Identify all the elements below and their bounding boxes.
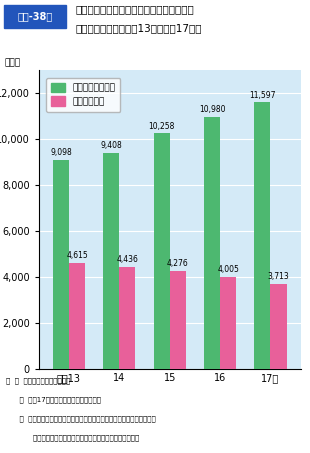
Text: ２  平成17年の数値は，速報値である。: ２ 平成17年の数値は，速報値である。 <box>6 397 101 403</box>
Bar <box>53 160 69 369</box>
Bar <box>103 153 119 369</box>
Text: 11,597: 11,597 <box>249 91 276 100</box>
Text: 第１-38図: 第１-38図 <box>17 11 53 21</box>
Text: 9,098: 9,098 <box>50 148 72 157</box>
Text: 4,276: 4,276 <box>167 259 189 268</box>
Bar <box>170 271 186 369</box>
Text: 3,713: 3,713 <box>268 272 290 281</box>
Legend: 交通通常訴訟事件, 交通調停事件: 交通通常訴訟事件, 交通調停事件 <box>46 78 121 111</box>
Text: 4,436: 4,436 <box>117 255 138 265</box>
Bar <box>69 263 85 369</box>
Bar <box>254 102 270 369</box>
Text: 交通通常訴訟事件においては少額訴訟事件は含まない。: 交通通常訴訟事件においては少額訴訟事件は含まない。 <box>6 435 140 441</box>
Text: 4,005: 4,005 <box>217 265 239 275</box>
Text: （件）: （件） <box>5 58 21 67</box>
FancyBboxPatch shape <box>4 5 66 28</box>
Text: 件数の累年比較（平成13年〜平成17年）: 件数の累年比較（平成13年〜平成17年） <box>76 23 202 33</box>
Text: 注  １  最高裁判所資料による。: 注 １ 最高裁判所資料による。 <box>6 378 70 384</box>
Bar <box>270 284 287 369</box>
Text: 交通通常訴訟事件及び交通調停事件の新受: 交通通常訴訟事件及び交通調停事件の新受 <box>76 5 195 14</box>
Text: 10,980: 10,980 <box>199 105 225 114</box>
Text: 10,258: 10,258 <box>148 121 175 130</box>
Bar <box>154 133 170 369</box>
Bar <box>204 117 220 369</box>
Bar <box>220 277 236 369</box>
Text: 4,615: 4,615 <box>66 251 88 260</box>
Bar <box>119 267 135 369</box>
Text: 9,408: 9,408 <box>100 141 122 150</box>
Text: ３  受理件数は，地方裁判所及び簡易裁判所の新受件数の合計であり，: ３ 受理件数は，地方裁判所及び簡易裁判所の新受件数の合計であり， <box>6 416 156 422</box>
